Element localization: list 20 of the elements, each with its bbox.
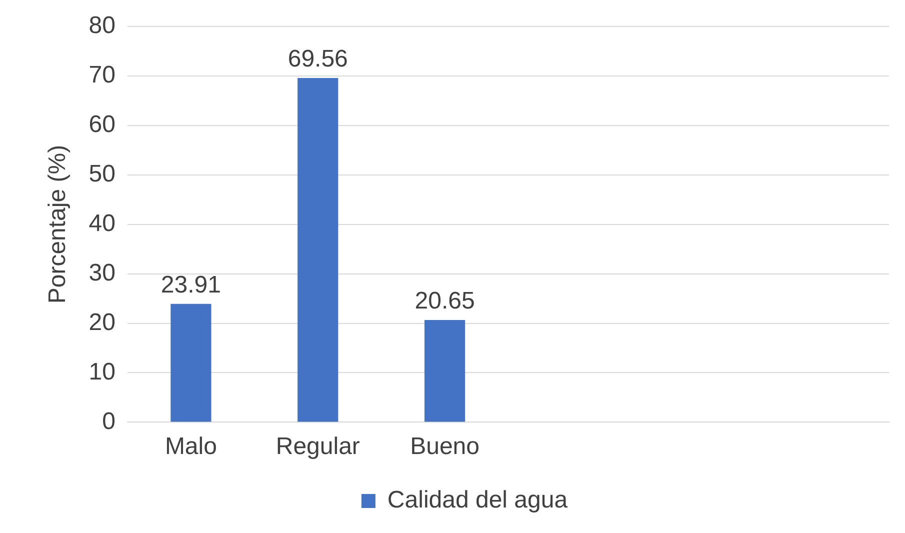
x-tick-label: Bueno: [410, 433, 480, 460]
y-tick-label: 60: [88, 110, 116, 138]
y-tick-label: 30: [88, 259, 116, 286]
data-label: 20.65: [414, 288, 475, 315]
x-tick-label: Regular: [276, 433, 360, 460]
x-tick-label: Malo: [164, 433, 217, 460]
y-tick-label: 10: [88, 358, 116, 386]
bar: [424, 320, 466, 422]
y-tick-label: 70: [88, 62, 116, 88]
bar: [170, 304, 212, 422]
data-label: 69.56: [288, 46, 348, 73]
y-tick-label: 80: [88, 12, 116, 40]
data-label: 23.91: [160, 272, 221, 299]
legend-label: Calidad del agua: [387, 486, 568, 514]
y-tick-label: 50: [88, 160, 116, 188]
y-tick-label: 40: [88, 210, 116, 237]
y-tick-label: 20: [88, 308, 116, 336]
y-tick-label: 0: [102, 408, 116, 435]
bar: [298, 78, 338, 422]
y-axis-title: Porcentaje (%): [44, 144, 72, 304]
